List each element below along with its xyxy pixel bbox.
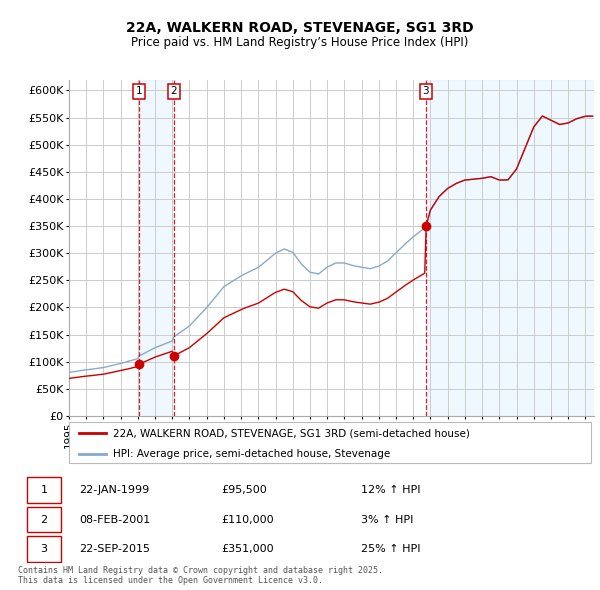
Text: £351,000: £351,000 — [221, 544, 274, 554]
Bar — [139, 80, 174, 416]
Text: 25% ↑ HPI: 25% ↑ HPI — [361, 544, 421, 554]
Text: 12% ↑ HPI: 12% ↑ HPI — [361, 486, 421, 495]
Text: Price paid vs. HM Land Registry’s House Price Index (HPI): Price paid vs. HM Land Registry’s House … — [131, 36, 469, 49]
Text: HPI: Average price, semi-detached house, Stevenage: HPI: Average price, semi-detached house,… — [113, 449, 391, 459]
Text: 08-FEB-2001: 08-FEB-2001 — [79, 514, 150, 525]
Text: 2: 2 — [40, 514, 47, 525]
Text: 3: 3 — [41, 544, 47, 554]
FancyBboxPatch shape — [26, 477, 61, 503]
Text: 22-JAN-1999: 22-JAN-1999 — [79, 486, 149, 495]
FancyBboxPatch shape — [69, 422, 591, 463]
Text: 1: 1 — [41, 486, 47, 495]
Text: 22A, WALKERN ROAD, STEVENAGE, SG1 3RD (semi-detached house): 22A, WALKERN ROAD, STEVENAGE, SG1 3RD (s… — [113, 428, 470, 438]
Text: 1: 1 — [136, 86, 142, 96]
Bar — [426, 80, 594, 416]
Text: 22A, WALKERN ROAD, STEVENAGE, SG1 3RD: 22A, WALKERN ROAD, STEVENAGE, SG1 3RD — [126, 21, 474, 35]
FancyBboxPatch shape — [26, 536, 61, 562]
FancyBboxPatch shape — [26, 507, 61, 532]
Text: £95,500: £95,500 — [221, 486, 267, 495]
Text: 2: 2 — [170, 86, 178, 96]
Text: 22-SEP-2015: 22-SEP-2015 — [79, 544, 150, 554]
Text: Contains HM Land Registry data © Crown copyright and database right 2025.
This d: Contains HM Land Registry data © Crown c… — [18, 566, 383, 585]
Text: £110,000: £110,000 — [221, 514, 274, 525]
Text: 3: 3 — [422, 86, 429, 96]
Text: 3% ↑ HPI: 3% ↑ HPI — [361, 514, 413, 525]
